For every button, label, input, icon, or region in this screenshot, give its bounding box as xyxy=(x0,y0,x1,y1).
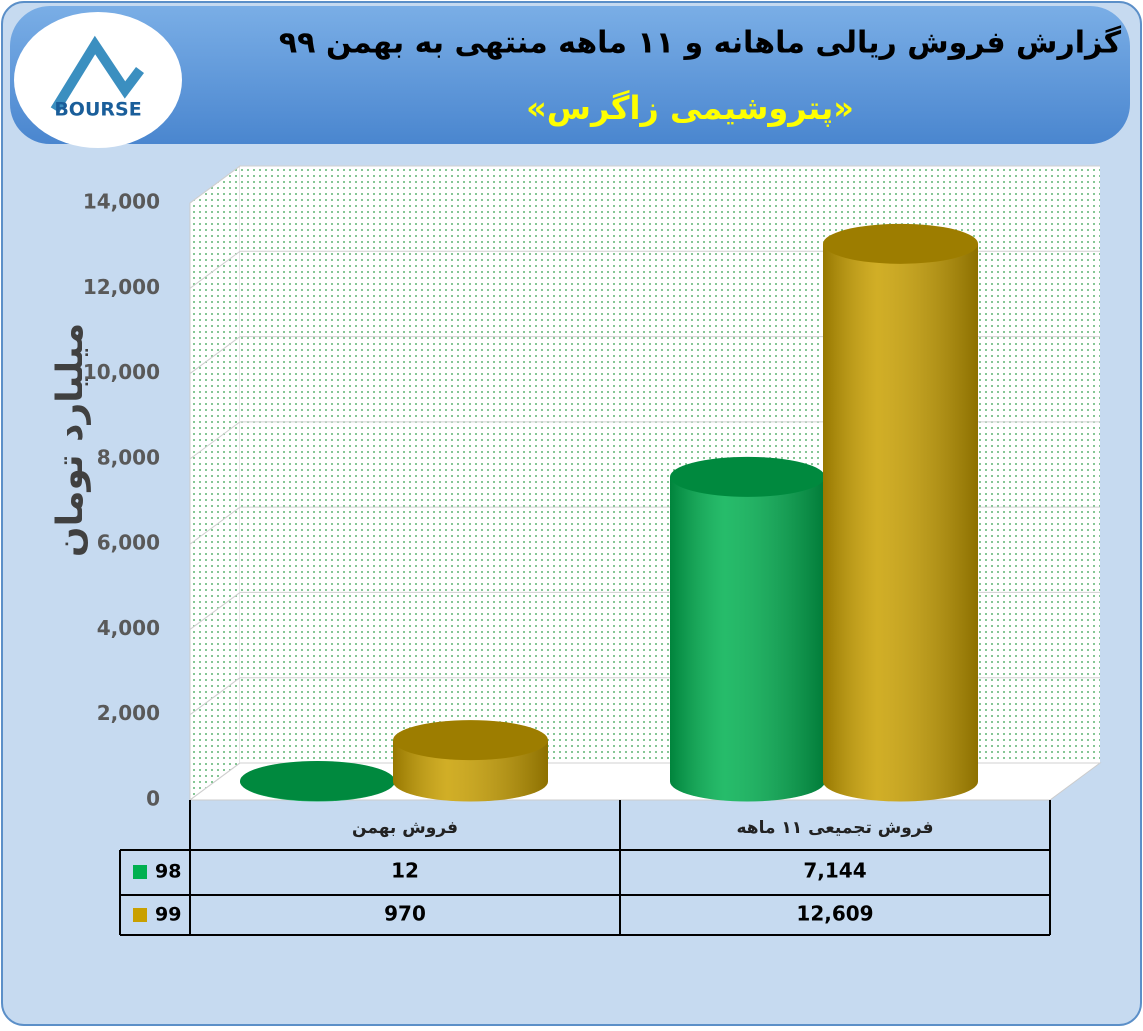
bar-top xyxy=(823,223,978,264)
y-tick-label: 8,000 xyxy=(97,445,160,469)
bar-top-shade xyxy=(393,720,548,761)
y-tick-label: 12,000 xyxy=(83,275,160,299)
side-wall xyxy=(189,165,241,801)
grid-line xyxy=(189,592,241,630)
y-tick-label: 4,000 xyxy=(97,616,160,640)
y-tick-label: 6,000 xyxy=(97,531,160,555)
title-banner xyxy=(10,6,1130,144)
bar-top-shade xyxy=(240,760,395,801)
table-value: 12 xyxy=(391,859,419,883)
logo-text: BOURSE xyxy=(54,99,141,121)
grid-line xyxy=(189,762,241,801)
legend-swatch xyxy=(133,865,147,879)
y-tick-label: 2,000 xyxy=(97,701,160,725)
grid-line xyxy=(189,421,241,460)
table-value: 7,144 xyxy=(803,859,866,883)
x-tick-label: فروش تجمیعی ۱۱ ماهه xyxy=(736,818,933,838)
x-tick-label: فروش بهمن xyxy=(352,818,458,838)
legend-label: 98 xyxy=(155,861,181,883)
grid-line xyxy=(189,506,241,545)
y-tick-label: 14,000 xyxy=(83,190,160,214)
y-tick-label: 10,000 xyxy=(83,360,160,384)
logo-badge xyxy=(14,12,182,148)
y-axis-label: میلیارد تومان xyxy=(50,323,91,557)
logo-mark xyxy=(50,35,144,113)
bar-shade xyxy=(823,243,978,802)
chart-subtitle: «پتروشیمی زاگرس» xyxy=(526,89,854,127)
bar-top xyxy=(670,456,825,497)
grid-line xyxy=(189,250,241,289)
y-tick-label: 0 xyxy=(146,787,160,811)
grid-line xyxy=(189,165,241,204)
legend-swatch xyxy=(133,908,147,922)
bar-top-shade xyxy=(670,456,825,497)
grid-line xyxy=(189,677,241,716)
table-value: 970 xyxy=(384,902,426,926)
bar-top xyxy=(393,720,548,761)
bar-top-shade xyxy=(823,223,978,264)
bar-top xyxy=(240,760,395,801)
legend-label: 99 xyxy=(155,904,181,926)
chart-title: گزارش فروش ریالی ماهانه و ۱۱ ماهه منتهی … xyxy=(279,25,1122,61)
table-value: 12,609 xyxy=(796,902,873,926)
bar-shade xyxy=(670,476,825,802)
grid-line xyxy=(189,336,241,374)
